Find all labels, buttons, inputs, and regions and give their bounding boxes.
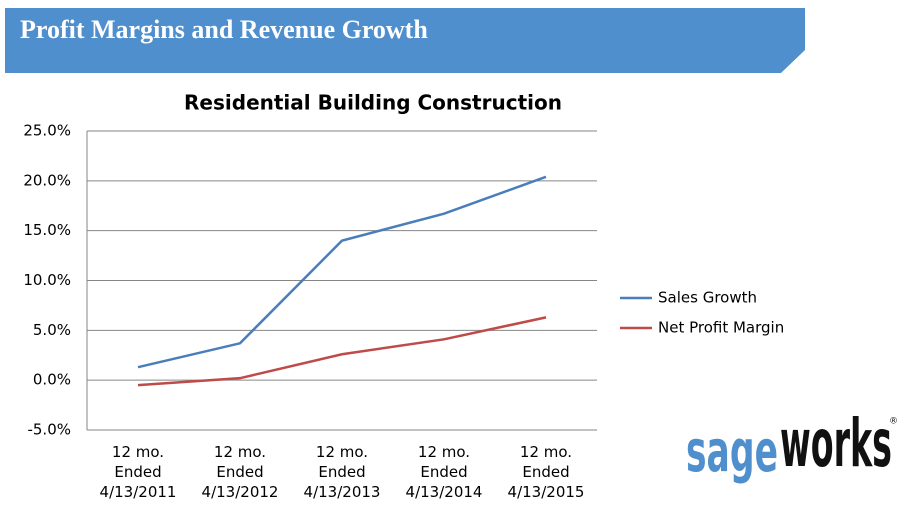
y-tick-label: 25.0% bbox=[23, 122, 71, 140]
x-tick-label: 12 mo. Ended 4/13/2013 bbox=[303, 443, 381, 501]
logo-part: sage bbox=[686, 417, 778, 485]
y-tick-label: 10.0% bbox=[23, 271, 71, 289]
logo-part: works bbox=[780, 405, 892, 482]
legend-label: Net Profit Margin bbox=[658, 319, 784, 337]
banner bbox=[5, 8, 805, 73]
y-tick-label: 15.0% bbox=[23, 221, 71, 239]
y-tick-label: 0.0% bbox=[33, 371, 71, 389]
y-tick-label: -5.0% bbox=[27, 421, 71, 439]
y-tick-label: 20.0% bbox=[23, 171, 71, 189]
x-tick-label: 12 mo. Ended 4/13/2012 bbox=[201, 443, 279, 501]
legend-label: Sales Growth bbox=[658, 289, 757, 307]
y-tick-label: 5.0% bbox=[33, 321, 71, 339]
chart-title: Residential Building Construction bbox=[184, 91, 562, 115]
x-tick-label: 12 mo. Ended 4/13/2014 bbox=[405, 443, 483, 501]
series-line bbox=[137, 175, 547, 369]
banner-title: Profit Margins and Revenue Growth bbox=[20, 15, 428, 44]
x-tick-label: 12 mo. Ended 4/13/2015 bbox=[507, 443, 585, 501]
series-line bbox=[137, 316, 547, 387]
logo-mark: ® bbox=[889, 417, 898, 427]
x-tick-label: 12 mo. Ended 4/13/2011 bbox=[99, 443, 177, 501]
